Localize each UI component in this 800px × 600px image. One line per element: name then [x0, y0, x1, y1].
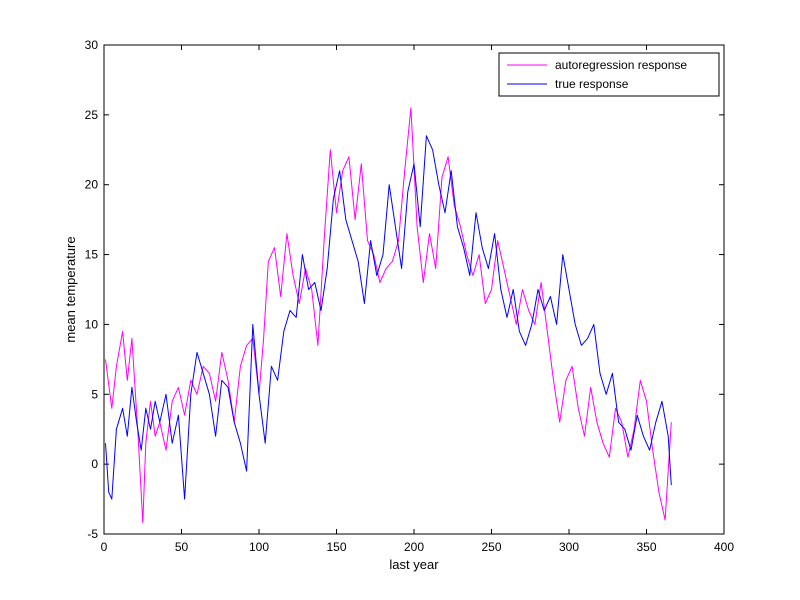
y-tick-label: -5 — [87, 527, 98, 541]
x-tick-label: 400 — [714, 540, 734, 554]
legend-label-true-response: true response — [555, 77, 629, 91]
x-tick-label: 100 — [249, 540, 269, 554]
x-tick-label: 350 — [636, 540, 656, 554]
x-tick-label: 150 — [326, 540, 346, 554]
x-tick-label: 250 — [481, 540, 501, 554]
x-tick-label: 50 — [175, 540, 189, 554]
y-tick-label: 15 — [85, 248, 99, 262]
y-tick-label: 10 — [85, 317, 99, 331]
y-tick-label: 25 — [85, 108, 99, 122]
x-tick-label: 0 — [101, 540, 108, 554]
plot-area — [103, 44, 725, 535]
x-axis-label: last year — [389, 557, 439, 572]
legend: autoregression response true response — [498, 52, 720, 97]
y-tick-label: 30 — [85, 38, 99, 52]
y-tick-label: 20 — [85, 178, 99, 192]
y-tick-label: 5 — [91, 387, 98, 401]
y-axis: -5 0 5 10 15 20 25 30 — [85, 38, 724, 541]
y-axis-label: mean temperature — [63, 236, 78, 342]
x-axis: 0 50 100 150 200 250 300 350 400 — [101, 45, 734, 554]
legend-box — [498, 52, 720, 97]
series-layer — [105, 107, 672, 524]
x-tick-label: 300 — [559, 540, 579, 554]
x-tick-label: 200 — [404, 540, 424, 554]
y-tick-label: 0 — [91, 457, 98, 471]
series-line-autoregression-response — [105, 107, 672, 524]
legend-label-autoregression: autoregression response — [555, 58, 687, 72]
series-line-true-response — [105, 135, 672, 500]
